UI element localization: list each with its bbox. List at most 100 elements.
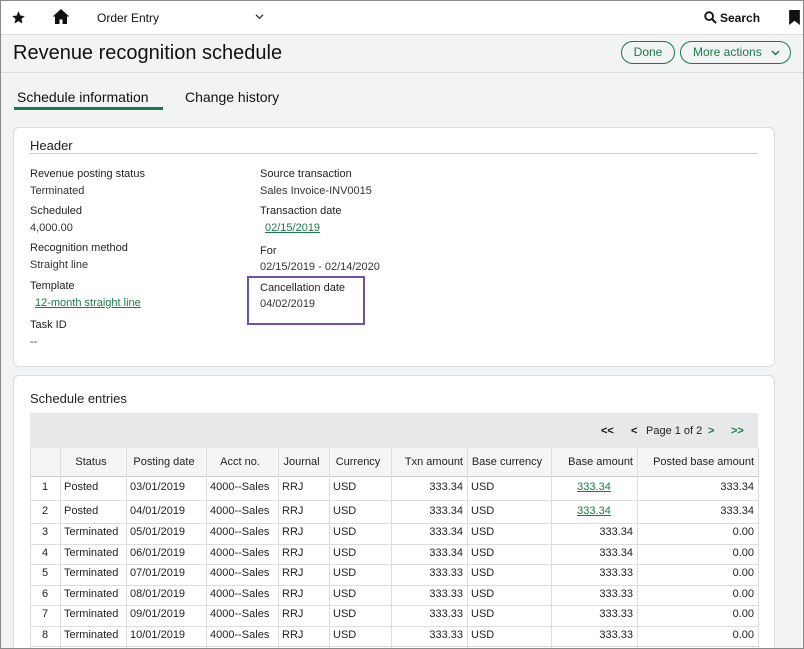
field-label: Task ID bbox=[30, 319, 67, 331]
column-header: Acct no. bbox=[220, 456, 260, 468]
column-header: Txn amount bbox=[404, 456, 463, 468]
field-value: -- bbox=[30, 336, 38, 348]
favorites-icon[interactable] bbox=[11, 10, 26, 25]
module-name[interactable]: Order Entry bbox=[97, 11, 160, 25]
field-link[interactable]: 12-month straight line bbox=[35, 297, 141, 309]
column-divider bbox=[30, 448, 31, 648]
table-cell: 333.34 bbox=[429, 526, 463, 539]
field-label: For bbox=[260, 245, 277, 257]
table-cell: 07/01/2019 bbox=[130, 567, 186, 580]
pager-button[interactable]: >> bbox=[731, 425, 744, 437]
table-cell: RRJ bbox=[282, 628, 304, 641]
table-cell: RRJ bbox=[282, 526, 304, 539]
column-divider bbox=[467, 448, 468, 648]
cell-link[interactable]: 333.34 bbox=[577, 504, 611, 517]
table-cell: 4000--Sales bbox=[210, 526, 270, 539]
table-cell: 0.00 bbox=[732, 628, 754, 641]
column-divider bbox=[391, 448, 392, 648]
field-value: 4,000.00 bbox=[30, 222, 73, 234]
table-cell: Terminated bbox=[64, 526, 119, 539]
table-cell: RRJ bbox=[282, 481, 304, 493]
row-divider bbox=[30, 543, 758, 545]
tab[interactable]: Schedule information bbox=[17, 89, 149, 105]
table-cell: USD bbox=[471, 546, 495, 559]
table-header-row bbox=[30, 448, 758, 477]
table-cell: 333.33 bbox=[429, 587, 463, 600]
tab-underline bbox=[14, 107, 163, 110]
table-cell: RRJ bbox=[282, 546, 304, 559]
row-divider bbox=[30, 500, 758, 501]
tab[interactable]: Change history bbox=[185, 89, 280, 105]
action-button[interactable]: Done bbox=[621, 41, 675, 64]
table-cell: USD bbox=[471, 481, 495, 493]
table-cell: 0.00 bbox=[732, 567, 754, 580]
search-label[interactable]: Search bbox=[720, 11, 761, 25]
pager-button[interactable]: < bbox=[631, 425, 638, 437]
pager-button[interactable]: << bbox=[601, 425, 614, 437]
table-cell: 0.00 bbox=[732, 587, 754, 600]
table-cell: 0.00 bbox=[732, 526, 754, 539]
pager-bar bbox=[30, 413, 758, 448]
table-cell: 4000--Sales bbox=[210, 546, 270, 559]
column-divider bbox=[278, 448, 279, 648]
row-divider bbox=[30, 646, 758, 647]
field-value: Straight line bbox=[30, 259, 89, 271]
table-cell: 2 bbox=[41, 504, 49, 517]
table-cell: Posted bbox=[64, 481, 99, 493]
column-divider bbox=[206, 448, 207, 648]
table-cell: 06/01/2019 bbox=[130, 546, 186, 559]
bookmark-icon[interactable] bbox=[789, 10, 800, 25]
table-cell: 10/01/2019 bbox=[130, 628, 186, 641]
home-icon[interactable] bbox=[52, 8, 70, 25]
field-value: Sales Invoice-INV0015 bbox=[260, 185, 372, 197]
search-icon[interactable] bbox=[704, 11, 717, 24]
table-cell: 03/01/2019 bbox=[130, 481, 186, 493]
module-dropdown-chevron[interactable] bbox=[255, 13, 264, 20]
row-divider bbox=[30, 625, 758, 627]
table-cell: USD bbox=[333, 587, 357, 600]
table-cell: RRJ bbox=[282, 587, 304, 600]
table-cell: 05/01/2019 bbox=[130, 526, 186, 539]
column-header: Posted base amount bbox=[653, 456, 754, 468]
top-bar bbox=[1, 1, 803, 35]
table-cell: 333.33 bbox=[429, 628, 463, 641]
table-cell: Terminated bbox=[64, 546, 119, 559]
field-label: Transaction date bbox=[260, 205, 342, 217]
table-cell: 333.34 bbox=[599, 526, 633, 539]
table-cell: 333.33 bbox=[599, 567, 633, 580]
column-divider bbox=[758, 448, 759, 648]
table-cell: 333.33 bbox=[599, 628, 633, 641]
cell-link[interactable]: 333.34 bbox=[577, 481, 611, 493]
field-value: 04/02/2019 bbox=[260, 298, 316, 310]
table-cell: 333.33 bbox=[429, 608, 463, 621]
field-label: Recognition method bbox=[30, 242, 128, 254]
table-cell: USD bbox=[471, 628, 495, 641]
table-cell: 09/01/2019 bbox=[130, 608, 186, 621]
column-header: Posting date bbox=[133, 456, 195, 468]
column-header: Base amount bbox=[568, 456, 633, 468]
table-cell: USD bbox=[333, 481, 357, 493]
row-divider bbox=[30, 523, 758, 524]
table-cell: USD bbox=[333, 567, 357, 580]
table-cell: Terminated bbox=[64, 608, 119, 621]
field-link[interactable]: 02/15/2019 bbox=[265, 222, 321, 234]
field-label: Revenue posting status bbox=[30, 168, 145, 180]
table-cell: 4000--Sales bbox=[210, 608, 270, 621]
table-cell: Terminated bbox=[64, 587, 119, 600]
pager-button[interactable]: > bbox=[708, 425, 715, 437]
table-cell: 333.34 bbox=[720, 504, 754, 517]
table-cell: USD bbox=[471, 608, 495, 621]
table-cell: 3 bbox=[41, 526, 49, 539]
section-title: Header bbox=[30, 138, 73, 153]
action-button[interactable]: More actions bbox=[680, 41, 791, 64]
section-title: Schedule entries bbox=[30, 391, 127, 406]
table-cell: USD bbox=[333, 608, 357, 621]
table-cell: 1 bbox=[41, 481, 49, 493]
table-cell: 08/01/2019 bbox=[130, 587, 186, 600]
table-cell: 4 bbox=[41, 546, 49, 559]
table-cell: USD bbox=[333, 504, 357, 517]
table-cell: USD bbox=[471, 504, 495, 517]
table-cell: 333.34 bbox=[429, 546, 463, 559]
table-cell: 5 bbox=[41, 567, 49, 580]
column-header: Status bbox=[75, 456, 107, 468]
